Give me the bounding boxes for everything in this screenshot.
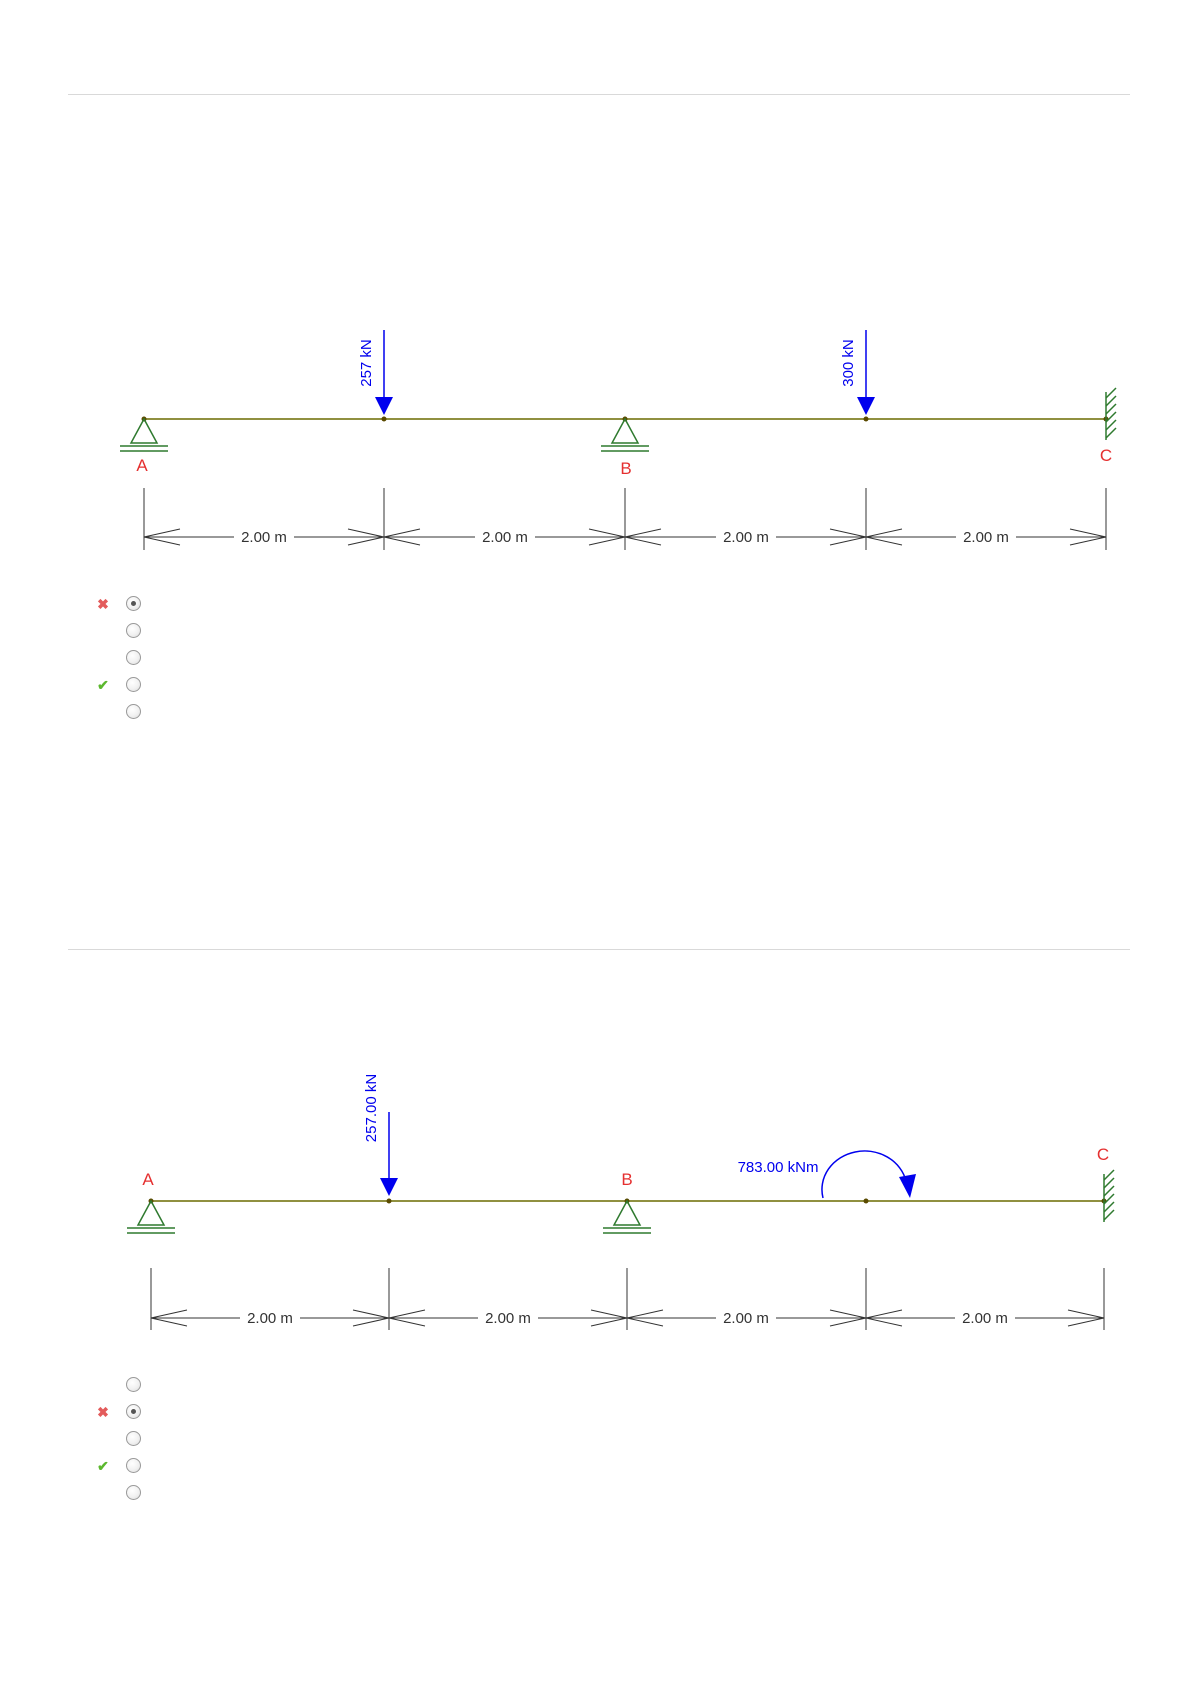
span-label: 2.00 m [962,1310,1008,1327]
radio-button[interactable] [126,1431,141,1446]
moment-label: 783.00 kNm [738,1159,819,1176]
answer-option [96,646,156,673]
question-divider [68,949,1130,950]
span-label: 2.00 m [723,529,769,546]
moment-arrow [821,1150,916,1199]
support-label-c: C [1097,1145,1109,1164]
point-load-label: 257 kN [358,339,375,387]
span-label: 2.00 m [247,1310,293,1327]
support-label-a: A [142,1170,154,1189]
answer-option [96,1481,156,1508]
support-label-a: A [136,456,148,475]
radio-button[interactable] [126,596,141,611]
span-label: 2.00 m [963,529,1009,546]
dimension-lines [150,1268,1105,1330]
answer-option [96,1373,156,1400]
answer-option [96,1427,156,1454]
cross-icon: ✖ [97,596,109,612]
beam-diagram-svg: A B C 257 kN 300 kN [120,330,1117,550]
point-load-label: 257.00 kN [363,1074,380,1142]
support-label-b: B [620,459,631,478]
support-label-c: C [1100,446,1112,465]
beam-diagram-2: A B C 257.00 kN 783.00 kNm [0,1050,1190,1350]
answer-option: ✖ [96,1400,156,1427]
beam-node [386,1198,392,1204]
fixed-support-icon [1105,387,1117,440]
beam-diagram-svg: A B C 257.00 kN 783.00 kNm [127,1074,1115,1330]
point-load-arrow [375,330,393,415]
span-label: 2.00 m [723,1310,769,1327]
beam-node [863,1198,869,1204]
point-load-arrow [857,330,875,415]
pin-support-icon [603,1199,651,1234]
cross-icon: ✖ [97,1404,109,1420]
answer-option [96,700,156,727]
beam-node [863,416,869,422]
fixed-support-icon [1103,1169,1115,1222]
dimension-lines [143,488,1107,550]
radio-button[interactable] [126,623,141,638]
pin-support-icon [127,1199,175,1234]
radio-button[interactable] [126,1485,141,1500]
check-icon: ✔ [97,1458,109,1474]
answer-option: ✖ [96,592,156,619]
answer-option [96,619,156,646]
radio-button[interactable] [126,677,141,692]
point-load-arrow [380,1112,398,1196]
radio-button[interactable] [126,704,141,719]
radio-button[interactable] [126,650,141,665]
span-label: 2.00 m [482,529,528,546]
support-label-b: B [621,1170,632,1189]
answer-options-1: ✖ ✔ [96,592,156,727]
radio-button[interactable] [126,1458,141,1473]
radio-button[interactable] [126,1377,141,1392]
beam-diagram-1: A B C 257 kN 300 kN [0,280,1190,570]
answer-option: ✔ [96,1454,156,1481]
span-label: 2.00 m [241,529,287,546]
span-label: 2.00 m [485,1310,531,1327]
pin-support-icon [120,417,168,452]
point-load-label: 300 kN [840,339,857,387]
pin-support-icon [601,417,649,452]
answer-option: ✔ [96,673,156,700]
answer-options-2: ✖ ✔ [96,1373,156,1508]
beam-node [381,416,387,422]
radio-button[interactable] [126,1404,141,1419]
check-icon: ✔ [97,677,109,693]
question-divider [68,94,1130,95]
